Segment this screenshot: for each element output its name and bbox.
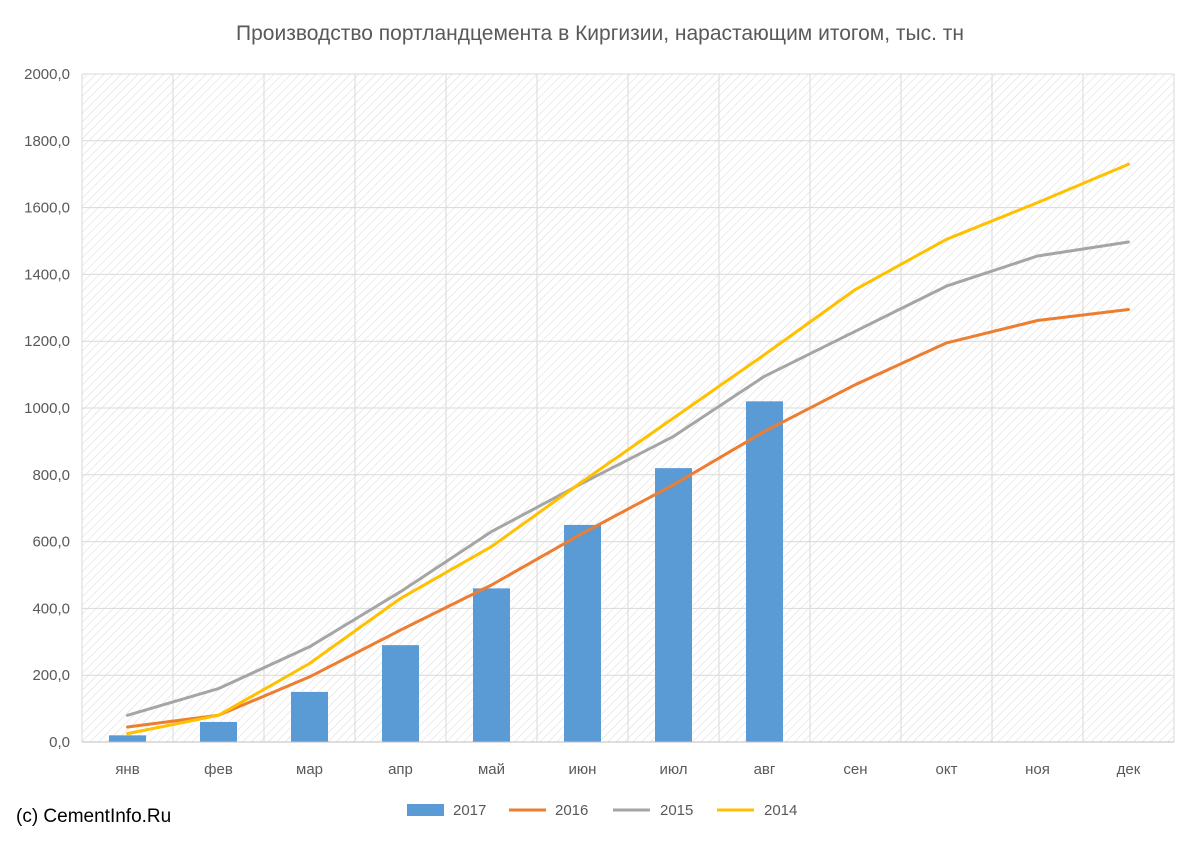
y-tick-label: 1000,0 [24, 400, 70, 417]
chart-title: Производство портландцемента в Киргизии,… [236, 22, 964, 45]
legend-label-2015: 2015 [660, 802, 693, 819]
bar-2017-фев [200, 721, 237, 742]
gridlines [81, 73, 1175, 743]
legend: 2017 2016 2015 2014 [407, 802, 797, 819]
y-tick-label: 400,0 [32, 600, 70, 617]
legend-label-2017: 2017 [453, 802, 486, 819]
x-tick-label: июл [659, 761, 687, 778]
bar-2017-янв [109, 735, 146, 742]
credit-text: (c) CementInfo.Ru [16, 806, 172, 827]
x-tick-label: ноя [1025, 761, 1050, 778]
y-tick-label: 200,0 [32, 667, 70, 684]
x-tick-label: июн [569, 761, 597, 778]
x-tick-label: фев [204, 761, 233, 778]
x-tick-label: авг [754, 761, 776, 778]
x-tick-label: окт [936, 761, 958, 778]
y-tick-label: 800,0 [32, 467, 70, 484]
axes: 0,0 200,0 400,0 600,0 800,0 1000,0 1200,0 1400,… [24, 66, 1174, 778]
x-tick-label: сен [843, 761, 867, 778]
legend-label-2014: 2014 [764, 802, 797, 819]
x-tick-label: мар [296, 761, 323, 778]
bar-2017-июн [564, 524, 601, 742]
line-series-2015 [126, 240, 1130, 717]
x-tick-label: апр [388, 761, 413, 778]
y-tick-label: 2000,0 [24, 66, 70, 83]
bar-2017-авг [746, 401, 783, 742]
y-tick-label: 0,0 [49, 734, 70, 751]
y-tick-label: 1200,0 [24, 333, 70, 350]
bar-2017-апр [382, 645, 419, 742]
bar-series [109, 401, 783, 742]
legend-swatch-2017 [407, 804, 444, 816]
line-series [126, 162, 1130, 736]
y-tick-label: 1800,0 [24, 133, 70, 150]
bar-2017-мар [291, 691, 328, 742]
y-tick-label: 1400,0 [24, 266, 70, 283]
legend-label-2016: 2016 [555, 802, 588, 819]
bar-2017-июл [655, 468, 692, 742]
x-tick-label: дек [1117, 761, 1141, 778]
line-series-2014 [126, 162, 1130, 736]
y-tick-label: 1600,0 [24, 200, 70, 217]
bar-2017-май [473, 588, 510, 742]
x-tick-label: май [478, 761, 505, 778]
line-series-2016 [126, 308, 1130, 729]
x-tick-label: янв [115, 761, 139, 778]
y-tick-label: 600,0 [32, 534, 70, 551]
